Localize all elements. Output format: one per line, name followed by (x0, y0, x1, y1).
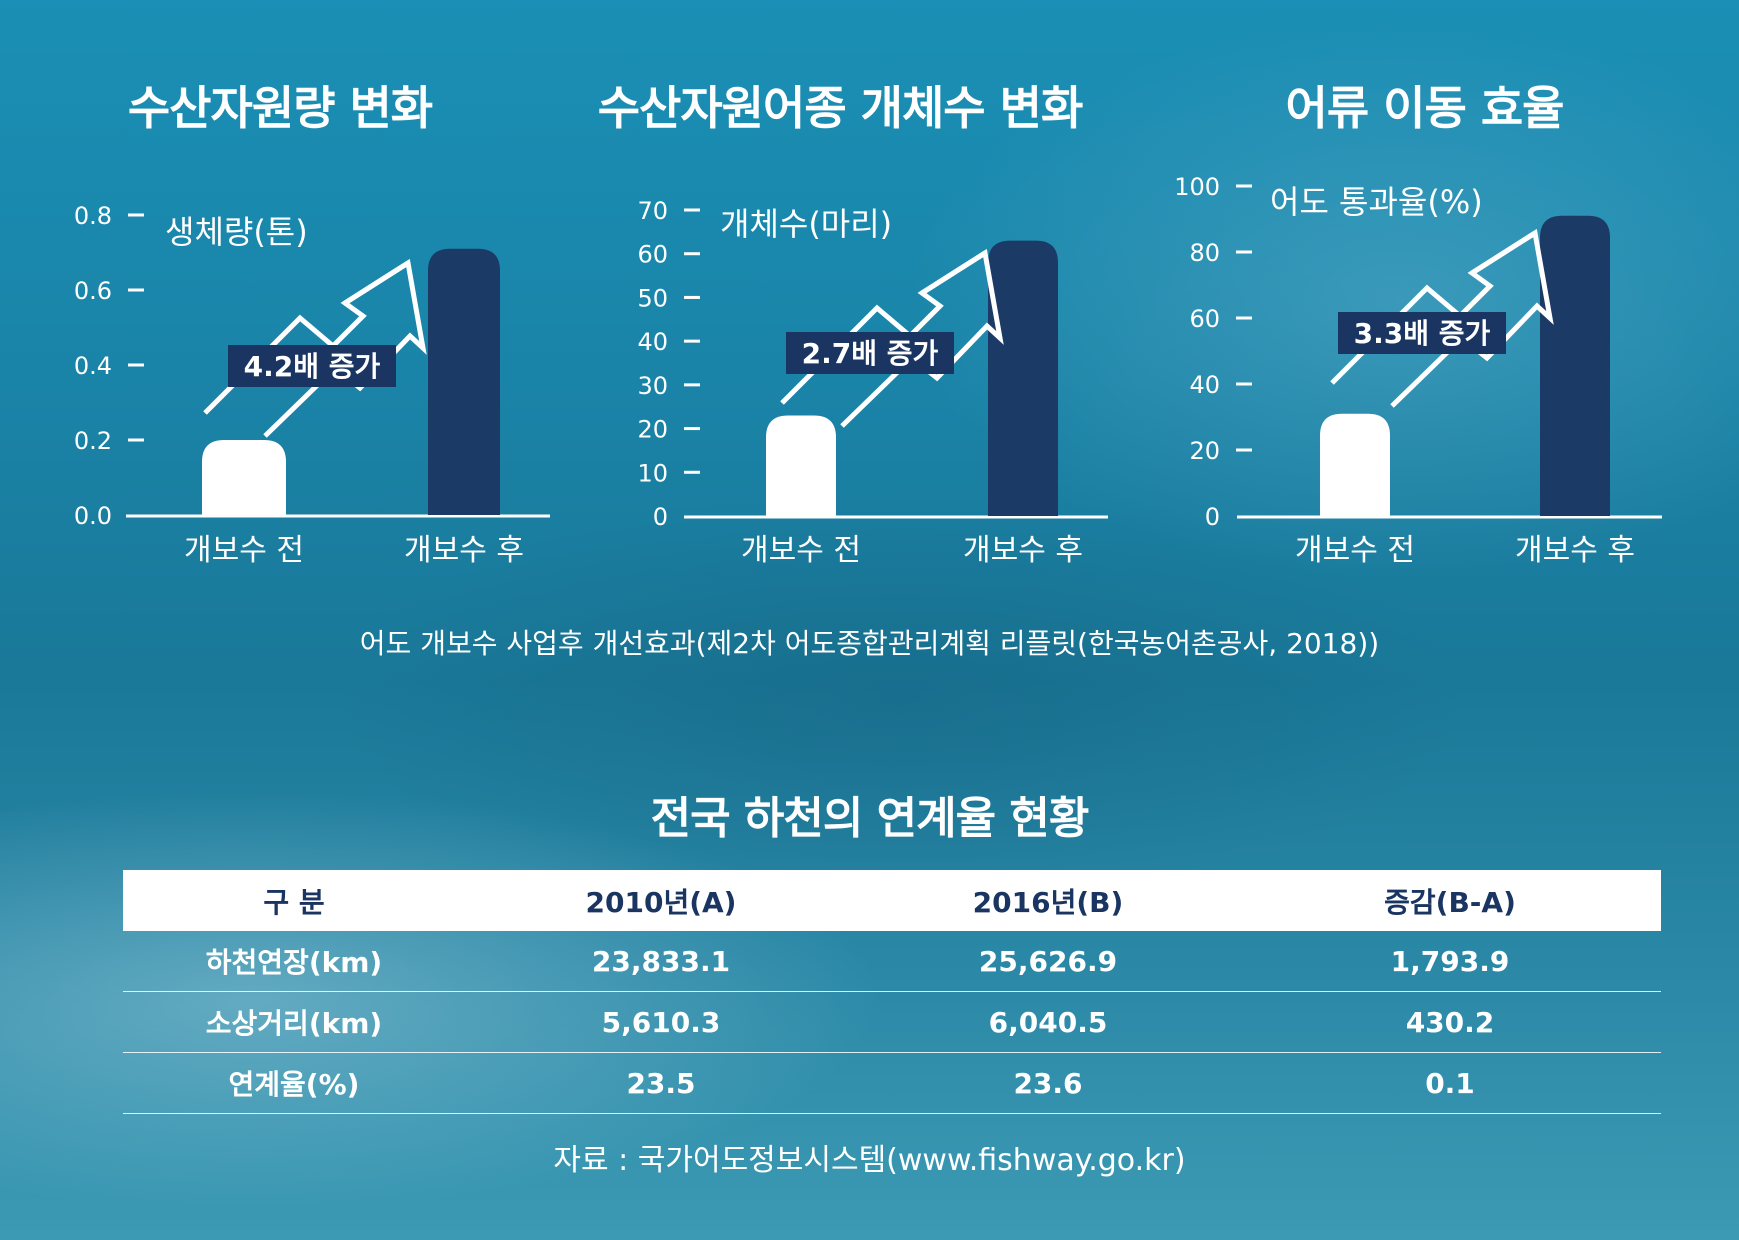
chart-svg: 0.0 0.2 0.4 0.6 0.8 생체량(톤) 개보수 전 개보수 후 4.2배 증가 (74, 202, 550, 568)
row-label: 소상거리(km) (123, 991, 465, 1053)
y-tick-label: 10 (637, 459, 668, 487)
charts-caption: 어도 개보수 사업후 개선효과(제2차 어도종합관리계획 리플릿(한국농어촌공사… (359, 627, 1380, 660)
cell-change: 430.2 (1239, 991, 1661, 1053)
y-tick-label: 60 (1189, 305, 1220, 333)
arrow-outline (780, 250, 987, 405)
y-tick-label: 50 (637, 284, 668, 312)
y-tick-label: 0.8 (74, 202, 112, 230)
chart-title: 어류 이동 효율 (1285, 81, 1565, 135)
bar (766, 415, 836, 516)
y-tick-label: 0.0 (74, 502, 112, 530)
population-chart: 수산자원어종 개체수 변화 0 10 20 30 40 50 60 70 개체수(마리) 개보수 … (560, 0, 1120, 600)
x-category-label: 개보수 전 (184, 533, 304, 568)
annotation-label: 2.7배 증가 (802, 337, 939, 370)
x-category-label: 개보수 후 (963, 533, 1083, 568)
y-tick-label: 60 (637, 241, 668, 269)
y-tick-label: 0.6 (74, 277, 112, 305)
table-row: 연계율(%) 23.5 23.6 0.1 (123, 1052, 1661, 1114)
migration-efficiency-chart: 어류 이동 효율 0 20 40 60 80 100 어도 통과율(%) 개보수 전 개보수 후… (1110, 0, 1739, 600)
row-label: 연계율(%) (123, 1052, 465, 1114)
chart-title: 수산자원어종 개체수 변화 (597, 81, 1084, 135)
table-row: 소상거리(km) 5,610.3 6,040.5 430.2 (123, 991, 1661, 1053)
cell-change: 1,793.9 (1239, 931, 1661, 992)
y-tick-label: 80 (1189, 239, 1220, 267)
annotation-box (228, 345, 396, 387)
cell-2010: 23.5 (465, 1052, 857, 1114)
annotation-box (786, 332, 954, 374)
bar (428, 248, 500, 515)
annotation-label: 3.3배 증가 (1354, 317, 1491, 350)
cell-2010: 23,833.1 (465, 931, 857, 992)
river-connectivity-table: 구 분 2010년(A) 2016년(B) 증감(B-A) 하천연장(km) 2… (123, 870, 1661, 1114)
x-category-label: 개보수 전 (741, 533, 861, 568)
chart-svg: 0 10 20 30 40 50 60 70 개체수(마리) 개보수 전 개보수 후 2.7배 증가 (637, 197, 1108, 568)
y-axis-label: 어도 통과율(%) (1270, 183, 1483, 221)
cell-2016: 25,626.9 (857, 931, 1239, 992)
y-tick-label: 40 (637, 328, 668, 356)
annotation-box (1338, 312, 1506, 354)
row-label: 하천연장(km) (123, 931, 465, 992)
table-row: 하천연장(km) 23,833.1 25,626.9 1,793.9 (123, 931, 1661, 992)
bar (202, 440, 286, 515)
header-2010: 2010년(A) (465, 870, 857, 931)
y-tick-label: 30 (637, 372, 668, 400)
chart-title: 수산자원량 변화 (127, 81, 433, 135)
source-note: 자료 : 국가어도정보시스템(www.fishway.go.kr) (553, 1143, 1186, 1178)
y-tick-label: 20 (1189, 437, 1220, 465)
table-title: 전국 하천의 연계율 현황 (650, 793, 1090, 844)
table-header-row: 구 분 2010년(A) 2016년(B) 증감(B-A) (123, 870, 1661, 931)
cell-change: 0.1 (1239, 1052, 1661, 1114)
y-tick-label: 0 (1205, 503, 1220, 531)
header-2016: 2016년(B) (857, 870, 1239, 931)
y-tick-label: 20 (637, 416, 668, 444)
cell-2010: 5,610.3 (465, 991, 857, 1053)
cell-2016: 6,040.5 (857, 991, 1239, 1053)
x-category-label: 개보수 후 (404, 533, 524, 568)
biomass-chart: 수산자원량 변화 0.0 0.2 0.4 0.6 0.8 생체량(톤) 개보수 전 개보수 후… (0, 0, 560, 600)
bar (1320, 413, 1390, 516)
arrow-outline (203, 260, 410, 415)
arrow-outline (1330, 230, 1537, 385)
y-tick-label: 100 (1174, 173, 1220, 201)
y-tick-label: 70 (637, 197, 668, 225)
y-axis-label: 개체수(마리) (720, 205, 892, 243)
header-category: 구 분 (123, 870, 465, 931)
y-tick-label: 0 (653, 503, 668, 531)
cell-2016: 23.6 (857, 1052, 1239, 1114)
x-category-label: 개보수 후 (1515, 533, 1635, 568)
bar (988, 240, 1058, 516)
y-tick-label: 0.2 (74, 427, 112, 455)
header-change: 증감(B-A) (1239, 870, 1661, 931)
chart-svg: 0 20 40 60 80 100 어도 통과율(%) 개보수 전 개보수 후 3.3배 증가 (1174, 173, 1662, 568)
bar (1540, 215, 1610, 516)
y-tick-label: 40 (1189, 371, 1220, 399)
y-tick-label: 0.4 (74, 352, 112, 380)
x-category-label: 개보수 전 (1295, 533, 1415, 568)
annotation-label: 4.2배 증가 (244, 350, 381, 383)
y-axis-label: 생체량(톤) (165, 213, 308, 251)
